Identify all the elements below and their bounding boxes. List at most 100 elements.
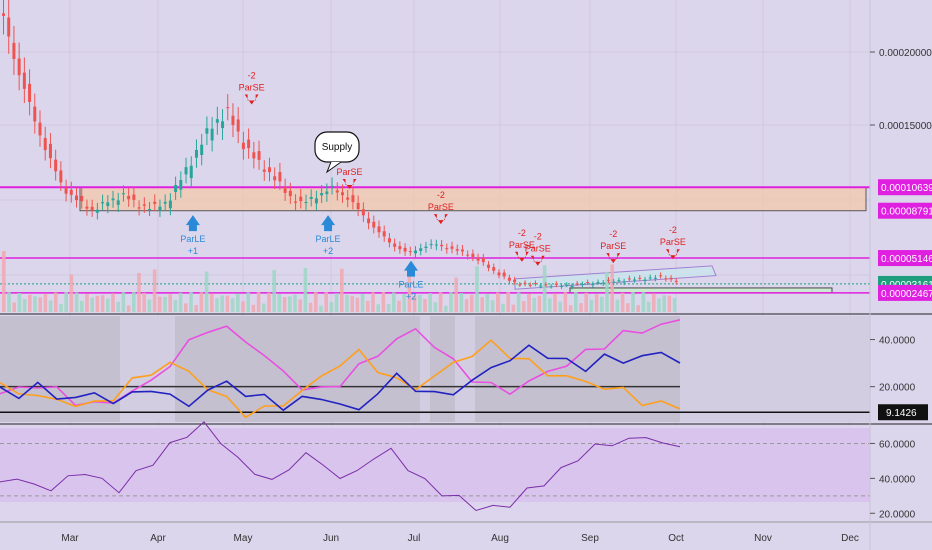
volume-bar — [33, 296, 37, 312]
month-tick-label: Apr — [150, 533, 166, 544]
candle-body — [273, 176, 277, 181]
candle-body — [262, 169, 266, 172]
candle-body — [288, 190, 292, 197]
signal-number: -2 — [437, 190, 445, 200]
volume-bar — [433, 302, 438, 312]
volume-bar — [74, 292, 79, 312]
candle-body — [158, 206, 162, 211]
signal-label: ParSE — [525, 244, 551, 254]
candle-body — [434, 244, 438, 246]
volume-bar — [548, 298, 552, 312]
candle-body — [43, 137, 47, 151]
volume-bar — [199, 292, 204, 312]
volume-bar — [636, 305, 640, 312]
candle-body — [54, 159, 58, 172]
candle-body — [669, 277, 673, 280]
candle-body — [64, 187, 68, 194]
candle-body — [127, 195, 131, 200]
candle-body — [231, 115, 235, 126]
volume-bar — [345, 295, 349, 312]
volume-bar — [350, 295, 354, 312]
signal-number: -2 — [534, 232, 542, 242]
candle-body — [215, 119, 219, 123]
price-tag-label: 0.00005146 — [881, 254, 932, 265]
signal-label: ParSE — [336, 167, 362, 177]
volume-bar — [485, 294, 490, 312]
candle-body — [638, 277, 642, 279]
volume-bar — [69, 274, 74, 312]
candle-body — [7, 17, 11, 37]
candle-body — [502, 272, 506, 277]
candle-body — [85, 206, 89, 209]
month-tick-label: Nov — [754, 533, 772, 544]
axis-labels: 0.00020000 0.00015000 0.00010639 0.00008791… — [61, 0, 932, 550]
volume-bar — [407, 267, 412, 312]
indicator-series — [0, 344, 681, 412]
candle-body — [90, 206, 94, 210]
volume-bar — [158, 296, 162, 312]
volume-bar — [210, 293, 214, 312]
volume-bar — [116, 301, 120, 312]
candle-body — [450, 246, 454, 249]
candle-body — [596, 282, 600, 284]
signal-label: ParLE — [316, 234, 341, 244]
volume-bar — [449, 292, 453, 312]
candle-body — [414, 250, 418, 254]
candle-body — [408, 251, 412, 253]
supply-label: Supply — [322, 142, 353, 153]
candle-body — [601, 282, 605, 284]
candle-body — [367, 218, 371, 224]
volume-bar — [147, 299, 152, 312]
volume-bar — [22, 299, 27, 312]
volume-bar — [527, 293, 531, 312]
candle-body — [633, 279, 637, 281]
volume-bar — [516, 292, 521, 312]
candle-body — [121, 193, 125, 195]
candle-body — [440, 244, 444, 247]
volume-bar — [542, 265, 547, 312]
candle-body — [622, 281, 626, 283]
volume-bar — [496, 292, 500, 312]
candle-body — [210, 128, 214, 141]
volume-bar — [392, 292, 396, 312]
volume-bar — [615, 299, 620, 312]
volume-bar — [605, 271, 609, 312]
price-tick-label: 0.00015000 — [879, 121, 932, 132]
candle-body — [539, 285, 543, 287]
oscillator-tick-label: 60.0000 — [879, 439, 916, 450]
volume-bar — [475, 266, 479, 312]
signal-label: ParSE — [660, 237, 686, 247]
candle-body — [205, 128, 209, 134]
volume-bar — [662, 295, 666, 312]
signal-arrow — [185, 215, 200, 232]
candle-body — [570, 285, 574, 288]
volume-bar — [220, 295, 224, 312]
volume-bar — [454, 277, 458, 312]
signal-label: ParSE — [239, 83, 265, 93]
signal-arrow — [244, 94, 259, 105]
volume-bar — [366, 300, 370, 312]
volume-bar — [319, 305, 323, 312]
candle-body — [565, 284, 569, 286]
candle-body — [580, 284, 584, 286]
candle-body — [387, 238, 391, 243]
candle-body — [95, 209, 99, 213]
volume-bar — [178, 292, 183, 312]
candle-body — [241, 142, 245, 150]
volume-bar — [511, 304, 516, 312]
candle-body — [75, 195, 79, 201]
volume-bar — [272, 270, 276, 312]
candle-body — [445, 248, 449, 250]
volume-bar — [282, 297, 287, 312]
supply-zone-box — [79, 186, 867, 212]
candle-body — [643, 279, 647, 281]
indicator-tick-label: 20.0000 — [879, 383, 916, 394]
candle-body — [106, 202, 110, 207]
candle-body — [560, 285, 564, 287]
volume-bar — [251, 304, 256, 312]
volume-bar — [464, 299, 469, 312]
candle-body — [648, 277, 652, 279]
volume-bar — [173, 299, 178, 312]
signal-arrow — [530, 255, 545, 266]
